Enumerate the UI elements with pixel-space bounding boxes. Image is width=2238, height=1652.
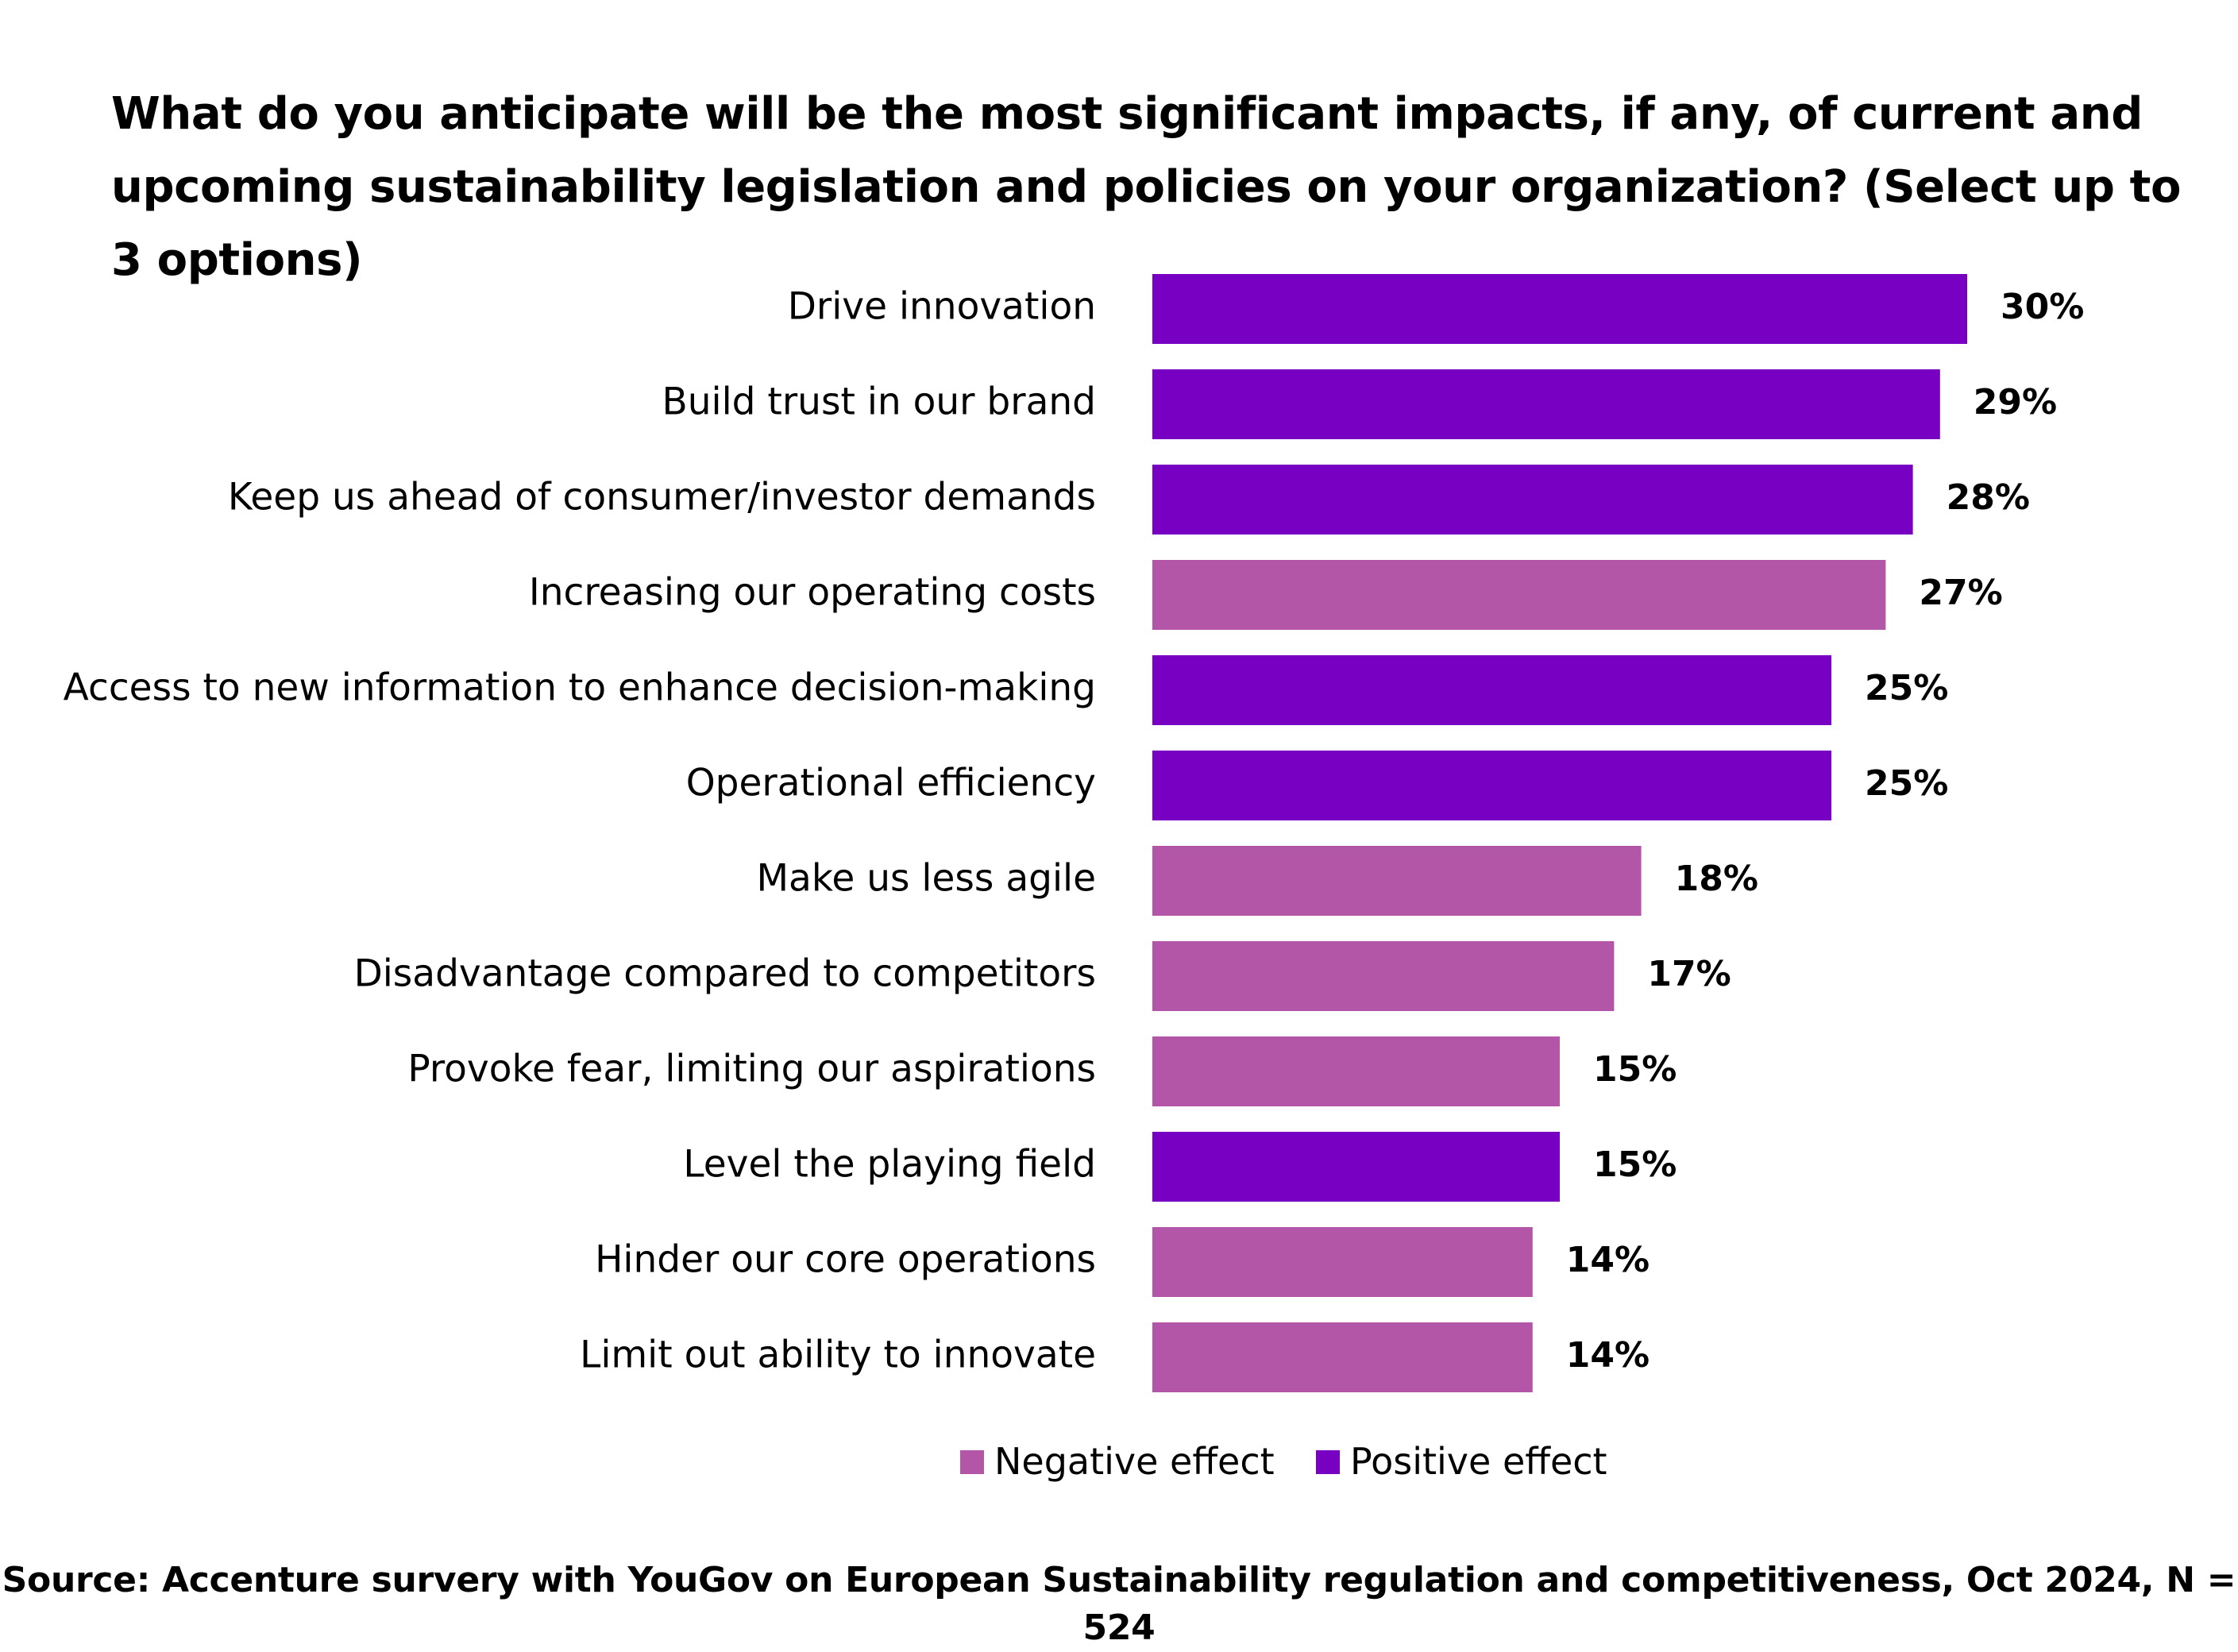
chart-title: What do you anticipate will be the most …: [111, 88, 2182, 286]
bar-11: [1152, 1227, 1533, 1297]
legend-swatch-negative: [960, 1450, 984, 1474]
category-label-10: Level the playing field: [683, 1143, 1096, 1187]
value-label-5: 25%: [1865, 668, 1948, 708]
category-label-11: Hinder our core operations: [595, 1238, 1096, 1282]
value-label-4: 27%: [1919, 573, 2002, 613]
category-label-12: Limit out ability to innovate: [580, 1334, 1096, 1377]
bar-7: [1152, 846, 1642, 916]
value-label-11: 14%: [1566, 1240, 1650, 1280]
legend-label-negative: Negative effect: [994, 1440, 1275, 1483]
category-label-3: Keep us ahead of consumer/investor deman…: [228, 476, 1096, 519]
bar-8: [1152, 941, 1615, 1011]
value-label-6: 25%: [1865, 763, 1948, 804]
legend-swatch-positive: [1316, 1450, 1340, 1474]
bar-12: [1152, 1322, 1533, 1392]
bar-1: [1152, 274, 1967, 344]
category-label-4: Increasing our operating costs: [529, 571, 1096, 615]
value-label-12: 14%: [1566, 1335, 1650, 1376]
value-label-3: 28%: [1947, 477, 2030, 518]
bar-10: [1152, 1132, 1560, 1202]
bar-5: [1152, 655, 1831, 725]
chart-legend: Negative effect Positive effect: [960, 1440, 1607, 1483]
bar-9: [1152, 1036, 1560, 1106]
chart-source: Source: Accenture survery with YouGov on…: [2, 1560, 2236, 1648]
bar-2: [1152, 369, 1940, 439]
category-label-6: Operational efficiency: [686, 762, 1096, 805]
value-label-2: 29%: [1974, 382, 2057, 423]
category-label-2: Build trust in our brand: [662, 380, 1097, 424]
bar-3: [1152, 465, 1913, 535]
bars-layer: Drive innovation 30% Build trust in our br…: [64, 274, 2084, 1392]
value-label-10: 15%: [1593, 1144, 1677, 1185]
value-label-9: 15%: [1593, 1049, 1677, 1090]
value-label-1: 30%: [2001, 287, 2084, 327]
value-label-7: 18%: [1675, 859, 1758, 899]
bar-6: [1152, 751, 1831, 820]
category-label-8: Disadvantage compared to competitors: [354, 952, 1096, 996]
category-label-1: Drive innovation: [788, 285, 1096, 329]
category-label-5: Access to new information to enhance dec…: [64, 666, 1096, 710]
value-label-8: 17%: [1647, 954, 1731, 994]
category-label-7: Make us less agile: [756, 857, 1096, 901]
category-label-9: Provoke fear, limiting our aspirations: [407, 1048, 1096, 1091]
bar-4: [1152, 560, 1886, 630]
legend-label-positive: Positive effect: [1350, 1440, 1607, 1483]
